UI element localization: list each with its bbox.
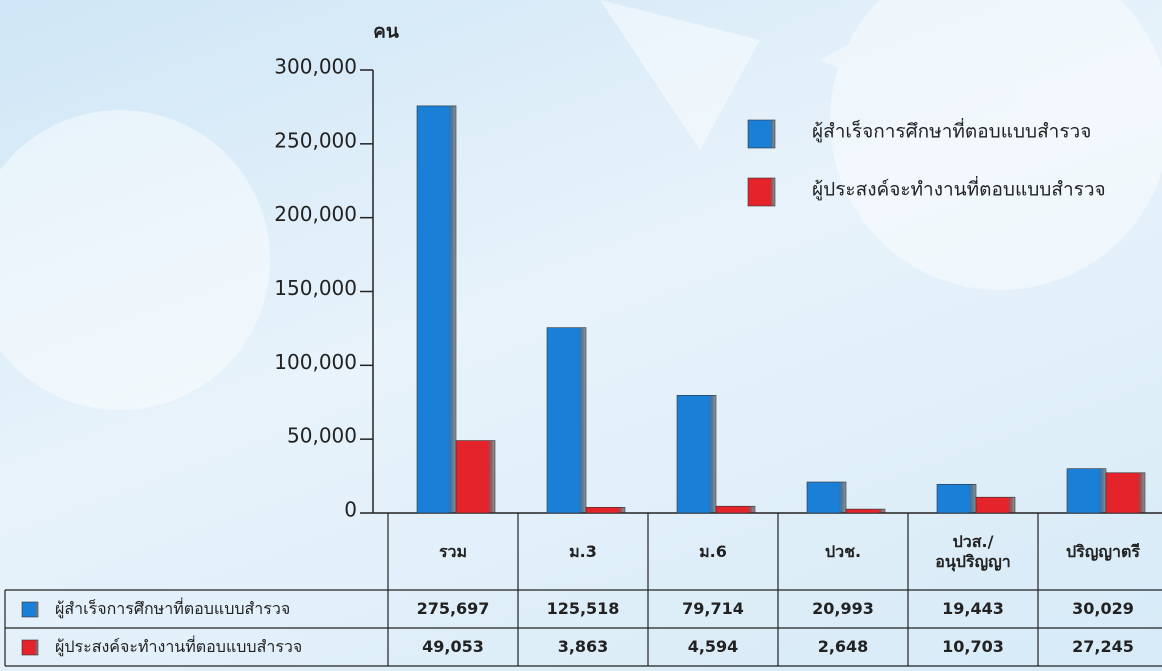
value-label: 2,648 — [817, 637, 869, 656]
category-label: ปวช. — [824, 541, 862, 561]
bar — [936, 483, 977, 514]
category-label: ปวส./ อนุปริญญา — [935, 531, 1011, 571]
y-tick-label: 150,000 — [274, 276, 357, 300]
value-label: 30,029 — [1072, 599, 1134, 618]
category-label: ม.3 — [569, 541, 597, 561]
bar — [1066, 468, 1107, 514]
bar — [845, 508, 886, 514]
legend-swatch — [747, 119, 776, 149]
category-label: ม.6 — [699, 541, 727, 561]
y-tick-label: 300,000 — [274, 55, 357, 79]
y-tick-label: 0 — [344, 498, 357, 522]
value-label: 10,703 — [942, 637, 1004, 656]
value-label: 49,053 — [422, 637, 484, 656]
bar — [975, 496, 1016, 514]
series-name: ผู้สำเร็จการศึกษาที่ตอบแบบสำรวจ — [55, 599, 291, 618]
bar — [585, 506, 626, 514]
bar — [1105, 472, 1146, 514]
bar — [455, 440, 496, 514]
y-tick-label: 50,000 — [287, 424, 357, 448]
value-label: 27,245 — [1072, 637, 1134, 656]
y-tick-label: 200,000 — [274, 202, 357, 226]
y-axis-label: คน — [373, 21, 399, 43]
table-legend-swatch — [21, 639, 39, 656]
value-label: 3,863 — [557, 637, 609, 656]
value-label: 20,993 — [812, 599, 874, 618]
legend-label: ผู้สำเร็จการศึกษาที่ตอบแบบสำรวจ — [812, 118, 1091, 143]
series-name: ผู้ประสงค์จะทำงานที่ตอบแบบสำรวจ — [55, 637, 303, 656]
value-label: 79,714 — [682, 599, 744, 618]
bar — [546, 327, 587, 514]
category-label: รวม — [438, 541, 468, 561]
value-label: 4,594 — [687, 637, 739, 656]
legend-swatch — [747, 177, 776, 207]
category-label: ปริญญาตรี — [1066, 541, 1140, 561]
value-label: 275,697 — [416, 599, 490, 618]
bar — [715, 505, 756, 514]
background-decoration — [0, 0, 1162, 410]
table-legend-swatch — [21, 601, 39, 618]
legend-label: ผู้ประสงค์จะทำงานที่ตอบแบบสำรวจ — [812, 176, 1106, 201]
value-label: 19,443 — [942, 599, 1004, 618]
y-tick-label: 250,000 — [274, 128, 357, 152]
bar — [806, 481, 847, 514]
value-label: 125,518 — [546, 599, 620, 618]
bar — [676, 394, 717, 514]
bar — [416, 105, 457, 514]
y-tick-label: 100,000 — [274, 350, 357, 374]
